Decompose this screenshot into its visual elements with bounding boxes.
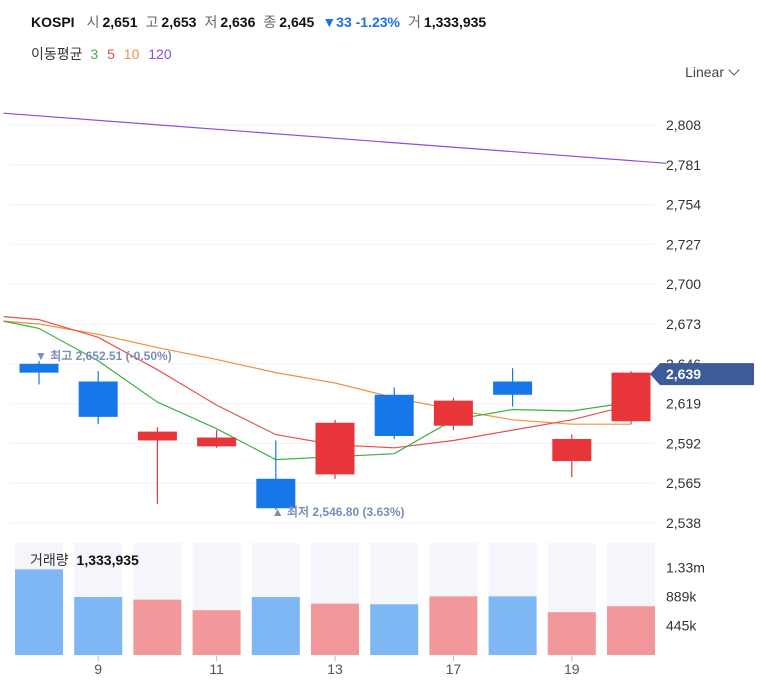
price-tick-label: 2,619 bbox=[666, 396, 701, 412]
volume-tick-label: 1.33m bbox=[666, 559, 705, 575]
current-price-label: 2,639 bbox=[666, 366, 701, 382]
candle-body[interactable] bbox=[256, 478, 296, 509]
candle-body[interactable] bbox=[433, 400, 473, 426]
candle-body[interactable] bbox=[611, 372, 651, 422]
high-annotation: ▼ 최고 2,652.51 (-0.50%) bbox=[35, 348, 172, 363]
volume-bar[interactable] bbox=[133, 599, 182, 655]
moving-average-3-line bbox=[3, 320, 632, 461]
change-value: ▼33 -1.23% bbox=[322, 14, 401, 30]
candle-body[interactable] bbox=[552, 438, 592, 462]
ma-period-10[interactable]: 10 bbox=[123, 46, 140, 62]
candle-body[interactable] bbox=[19, 363, 59, 373]
volume-bar[interactable] bbox=[15, 569, 63, 655]
candle-body[interactable] bbox=[78, 381, 118, 417]
open-value: 2,651 bbox=[102, 14, 138, 30]
candle-body[interactable] bbox=[137, 431, 177, 441]
x-tick-label: 19 bbox=[564, 661, 580, 677]
volume-bar[interactable] bbox=[192, 610, 241, 655]
volume-label: 거 bbox=[408, 14, 421, 30]
price-tick-label: 2,592 bbox=[666, 435, 701, 451]
price-tick-label: 2,754 bbox=[666, 197, 701, 213]
volume-bar[interactable] bbox=[251, 597, 300, 655]
x-tick-label: 11 bbox=[209, 661, 224, 677]
ma-period-120[interactable]: 120 bbox=[148, 46, 172, 62]
volume-bar[interactable] bbox=[547, 612, 596, 655]
volume-panel-value: 1,333,935 bbox=[76, 552, 139, 568]
close-label: 종 bbox=[263, 14, 277, 30]
price-tick-label: 2,673 bbox=[666, 316, 701, 332]
current-price-tag bbox=[650, 363, 754, 386]
low-value: 2,636 bbox=[220, 14, 256, 30]
ma-legend-title: 이동평균 bbox=[31, 46, 83, 62]
low-annotation: ▲ 최저 2,546.80 (3.63%) bbox=[272, 504, 405, 519]
quote-header: KOSPI 시 2,651 고 2,653 저 2,636 종 2,645 ▼3… bbox=[31, 12, 494, 32]
low-label: 저 bbox=[204, 14, 218, 30]
scale-select-value: Linear bbox=[685, 64, 724, 80]
volume-value: 1,333,935 bbox=[423, 14, 487, 30]
x-tick-label: 17 bbox=[446, 661, 462, 677]
volume-tick-label: 889k bbox=[666, 588, 697, 604]
volume-panel-label: 거래량 1,333,935 bbox=[30, 550, 139, 570]
candle-body[interactable] bbox=[374, 394, 414, 437]
candle-body[interactable] bbox=[493, 381, 533, 395]
price-tick-label: 2,727 bbox=[666, 236, 701, 252]
scale-select[interactable]: Linear bbox=[685, 64, 740, 80]
ma-period-5[interactable]: 5 bbox=[107, 46, 115, 62]
volume-bar[interactable] bbox=[429, 596, 478, 655]
candle-body[interactable] bbox=[315, 422, 355, 475]
high-value: 2,653 bbox=[161, 14, 197, 30]
price-tick-label: 2,700 bbox=[666, 276, 701, 292]
volume-bar[interactable] bbox=[311, 603, 359, 655]
price-tick-label: 2,538 bbox=[666, 515, 701, 531]
moving-average-5-line bbox=[3, 316, 632, 449]
price-tick-label: 2,565 bbox=[666, 475, 701, 491]
candle-body[interactable] bbox=[197, 437, 237, 447]
open-label: 시 bbox=[86, 14, 100, 30]
x-tick-label: 13 bbox=[327, 661, 343, 677]
volume-bar[interactable] bbox=[607, 606, 655, 655]
close-value: 2,645 bbox=[279, 14, 315, 30]
price-tick-label: 2,781 bbox=[666, 157, 701, 173]
moving-average-legend: 이동평균 3 5 10 120 bbox=[31, 44, 177, 64]
volume-bar[interactable] bbox=[488, 596, 537, 655]
volume-bar[interactable] bbox=[370, 604, 419, 655]
volume-tick-label: 445k bbox=[666, 618, 697, 634]
high-label: 고 bbox=[145, 14, 159, 30]
x-tick-label: 9 bbox=[94, 661, 102, 677]
price-tick-label: 2,808 bbox=[666, 117, 701, 133]
ma-period-3[interactable]: 3 bbox=[90, 46, 99, 62]
moving-average-10-line bbox=[3, 320, 631, 425]
index-name: KOSPI bbox=[31, 14, 75, 30]
volume-bar[interactable] bbox=[74, 597, 123, 655]
moving-average-120-line bbox=[3, 112, 667, 164]
volume-panel-title: 거래량 bbox=[30, 552, 69, 568]
